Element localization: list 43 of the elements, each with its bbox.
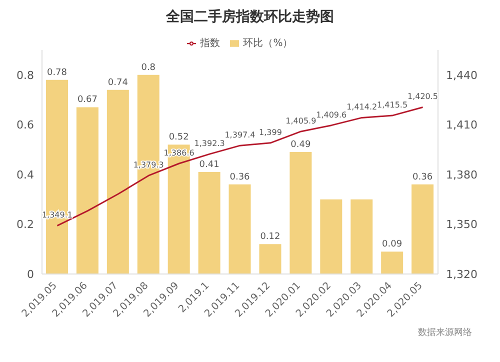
data-label: 0.12 [260,232,280,242]
y-tick-label: 0.4 [16,168,34,182]
data-label: 0.78 [46,68,68,78]
data-label: 0.67 [77,95,98,106]
data-label: 1,399 [259,128,282,137]
y2-tick-label: 1,320 [446,268,478,281]
y-tick-label: 0.2 [16,218,34,232]
data-label: 0.36 [412,172,433,182]
bar [320,199,342,274]
bar [381,252,404,274]
data-label: 0.09 [382,240,402,250]
data-label: 1,420.5 [407,92,438,102]
bar [228,184,251,274]
y2-tick-label: 1,380 [446,168,478,182]
bar [198,172,220,274]
chart-title: 全国二手房指数环比走势图 [165,8,335,26]
data-label: 0.49 [290,140,311,150]
data-label: 0.52 [168,132,189,143]
legend-label: 指数 [200,38,220,49]
y2-tick-label: 1,440 [446,68,478,82]
data-label: 1,415.5 [377,100,408,110]
data-label: 0.36 [230,172,250,182]
bar [290,152,312,274]
data-label: 0.41 [199,160,220,170]
data-label: 1,409.6 [316,110,347,120]
bar [412,184,434,274]
data-label: 1,392.3 [194,139,225,148]
data-label: 1,397.4 [224,130,256,140]
y-tick-label: 0.8 [16,68,34,82]
legend-label: 环比（%） [243,38,293,49]
data-label: 0.8 [141,62,156,73]
y-tick-label: 0.6 [16,118,34,132]
y-tick-label: 0 [27,268,34,281]
y2-tick-label: 1,350 [446,218,478,232]
bar [76,107,98,274]
data-label: 0.74 [108,78,128,88]
bar [106,90,129,274]
bar [259,244,282,274]
y2-tick-label: 1,410 [446,118,478,132]
data-label: 1,405.9 [286,116,316,126]
data-label: 1,414.2 [346,102,378,112]
bar [350,199,373,274]
text: 数据来源网络 [417,326,472,339]
